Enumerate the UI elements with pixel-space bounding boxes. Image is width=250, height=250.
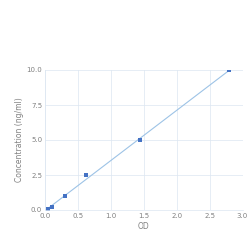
Y-axis label: Concentration (ng/ml): Concentration (ng/ml) xyxy=(15,98,24,182)
X-axis label: OD: OD xyxy=(138,222,149,230)
Point xyxy=(46,206,50,210)
Point xyxy=(227,68,231,72)
Point xyxy=(63,194,67,198)
Point xyxy=(50,205,54,209)
Point xyxy=(138,138,142,142)
Point xyxy=(84,173,88,177)
